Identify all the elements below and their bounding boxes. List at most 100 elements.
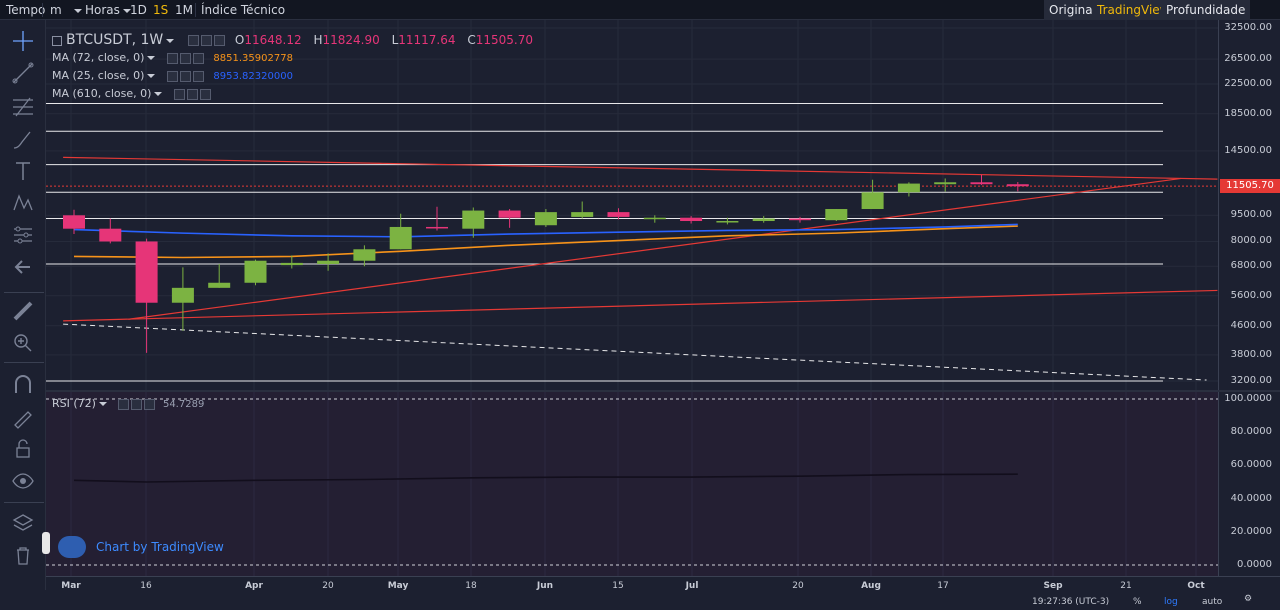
fib-tool[interactable] (10, 94, 36, 120)
time-tick-label: 17 (937, 581, 949, 591)
trend-line[interactable] (63, 289, 1218, 322)
view-tab-tradingview[interactable]: TradingView (1092, 0, 1175, 20)
candle-body[interactable] (970, 182, 993, 185)
collapse-icon[interactable] (52, 35, 62, 46)
ma72-label: MA (72, close, 0) (52, 51, 145, 64)
settings-icon[interactable] (173, 88, 185, 100)
dashed-support-line[interactable] (63, 323, 1207, 381)
technical-index-button[interactable]: Índice Técnico (201, 3, 286, 17)
trend-line-tool[interactable] (10, 60, 36, 86)
close-icon[interactable] (192, 70, 204, 82)
chevron-down-icon[interactable] (166, 38, 175, 43)
candle-body[interactable] (897, 183, 920, 193)
percent-toggle[interactable]: % (1133, 597, 1142, 607)
time-axis[interactable]: 19:27:36 (UTC-3) % log auto ⚙ Mar 16 Apr 20… (46, 576, 1280, 610)
chevron-down-icon[interactable] (154, 92, 163, 96)
settings-icon[interactable] (188, 35, 200, 46)
candle-body[interactable] (752, 218, 775, 222)
hide-tool[interactable] (10, 468, 36, 494)
crosshair-tool[interactable] (10, 28, 36, 54)
candle-body[interactable] (244, 260, 267, 283)
candle-body[interactable] (389, 226, 412, 250)
price-tick-label: 14500.00 (1224, 144, 1272, 156)
chevron-down-icon (122, 8, 131, 13)
candle-body[interactable] (99, 228, 122, 242)
candle-body[interactable] (825, 209, 848, 221)
text-tool[interactable] (10, 158, 36, 184)
candle-body[interactable] (861, 192, 884, 210)
candle-body[interactable] (135, 241, 158, 303)
candle-body[interactable] (789, 218, 811, 221)
candle-body[interactable] (534, 212, 557, 226)
back-button[interactable] (10, 254, 36, 280)
candle-body[interactable] (607, 212, 630, 217)
candle-body[interactable] (498, 210, 521, 218)
tool-divider (4, 502, 44, 503)
price-chart[interactable] (46, 20, 1218, 390)
close-icon[interactable] (192, 52, 204, 64)
remove-drawings-tool[interactable] (10, 542, 36, 568)
candle-body[interactable] (680, 217, 703, 222)
price-axis[interactable]: 32500.00 26500.00 22500.00 18500.00 14500.00… (1218, 20, 1280, 390)
trend-line[interactable] (128, 177, 1182, 320)
candle-body[interactable] (280, 262, 303, 266)
interval-1d-button[interactable]: 1D (130, 3, 147, 17)
interval-1s-button[interactable]: 1S (153, 3, 169, 17)
eye-icon[interactable] (179, 70, 191, 82)
prediction-tool[interactable] (10, 222, 36, 248)
view-tab-depth[interactable]: Profundidade (1161, 0, 1251, 20)
minutes-dropdown[interactable]: m (50, 0, 82, 20)
stay-drawing-tool[interactable] (10, 404, 36, 430)
chevron-down-icon[interactable] (147, 56, 156, 60)
measure-tool[interactable] (10, 298, 36, 324)
magnet-tool[interactable] (10, 372, 36, 398)
trend-line[interactable] (63, 156, 1218, 180)
settings-icon[interactable] (166, 52, 178, 64)
pane-separator[interactable] (46, 390, 1280, 392)
candle-body[interactable] (208, 282, 231, 288)
candle-body[interactable] (171, 287, 194, 303)
rsi-pane[interactable] (46, 392, 1218, 576)
candle-body[interactable] (716, 221, 739, 223)
auto-toggle[interactable]: auto (1202, 597, 1223, 607)
interval-1m-button[interactable]: 1M (175, 3, 193, 17)
candle-body[interactable] (1006, 184, 1029, 187)
settings-icon[interactable] (166, 70, 178, 82)
eye-icon[interactable] (179, 52, 191, 64)
candle-body[interactable] (353, 249, 376, 261)
close-icon[interactable] (214, 35, 226, 46)
candle-body[interactable] (317, 260, 340, 264)
eye-icon[interactable] (201, 35, 213, 46)
eye-icon[interactable] (186, 88, 198, 100)
time-tick-label: Sep (1043, 581, 1063, 591)
hours-dropdown[interactable]: Horas (85, 0, 131, 20)
moving-averages (73, 223, 1018, 259)
candle-body[interactable] (571, 212, 594, 217)
sidebar-drag-handle[interactable] (42, 532, 50, 554)
open-label: O (234, 33, 245, 47)
chevron-down-icon[interactable] (98, 402, 107, 406)
pattern-tool[interactable] (10, 190, 36, 216)
lock-tool[interactable] (10, 436, 36, 462)
rsi-axis[interactable]: 100.0000 80.0000 60.0000 40.0000 20.0000 0.00… (1218, 392, 1280, 576)
magnet-icon (15, 375, 31, 393)
candle-body[interactable] (63, 215, 85, 229)
log-toggle[interactable]: log (1164, 597, 1178, 607)
clock-readout[interactable]: 19:27:36 (UTC-3) (1032, 597, 1110, 607)
candle-body[interactable] (643, 217, 666, 220)
settings-icon[interactable] (118, 398, 130, 410)
layers-tool[interactable] (10, 510, 36, 536)
zoom-tool[interactable] (10, 330, 36, 356)
chevron-down-icon[interactable] (147, 74, 156, 78)
time-tick-label: 18 (465, 581, 477, 591)
gear-icon[interactable]: ⚙ (1244, 594, 1253, 604)
candle-body[interactable] (462, 210, 485, 229)
toolbar-divider (195, 3, 196, 17)
close-icon[interactable] (199, 88, 211, 100)
eye-icon[interactable] (131, 398, 143, 410)
brush-tool[interactable] (10, 126, 36, 152)
candle-body[interactable] (426, 226, 448, 229)
close-icon[interactable] (144, 398, 156, 410)
candle-body[interactable] (934, 182, 957, 185)
view-tab-original[interactable]: Original (1044, 0, 1101, 20)
